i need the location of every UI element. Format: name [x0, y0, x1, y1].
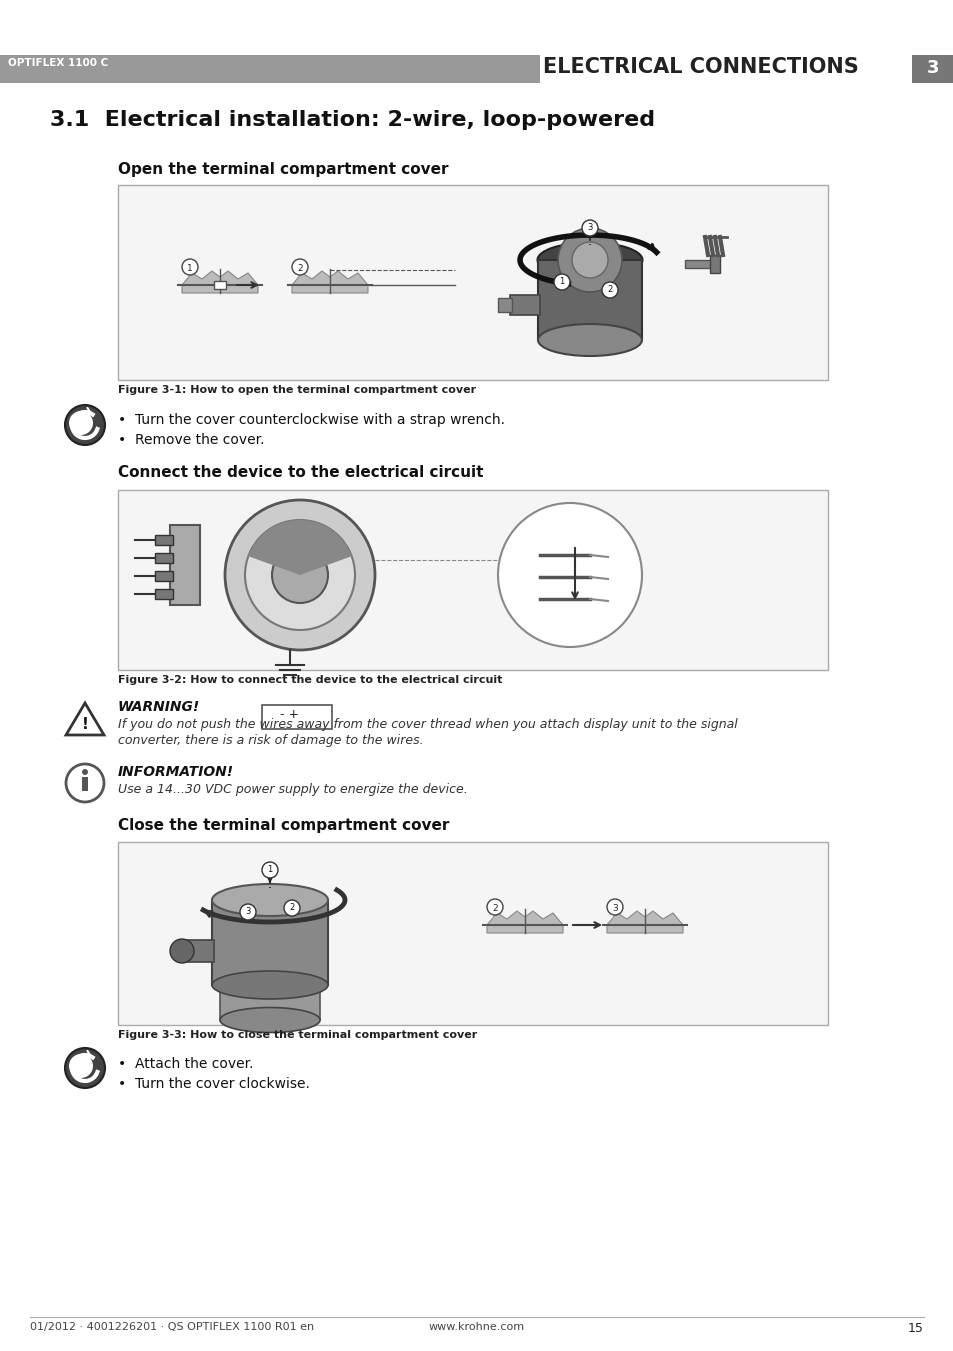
Circle shape	[606, 898, 622, 915]
Bar	[709, 255, 720, 273]
Bar	[212, 900, 328, 985]
Text: WARNING!: WARNING!	[118, 700, 200, 713]
Text: INFORMATION!: INFORMATION!	[118, 765, 233, 780]
Circle shape	[262, 862, 277, 878]
Text: 15: 15	[907, 1323, 923, 1335]
Circle shape	[69, 411, 92, 435]
Bar	[497, 299, 512, 312]
Text: 2: 2	[289, 902, 294, 912]
Bar	[911, 55, 953, 82]
Text: If you do not push the wires away from the cover thread when you attach display : If you do not push the wires away from t…	[118, 717, 737, 731]
Bar	[182, 940, 213, 962]
Text: •  Turn the cover clockwise.: • Turn the cover clockwise.	[118, 1077, 310, 1092]
Ellipse shape	[220, 1008, 319, 1032]
Circle shape	[65, 405, 105, 444]
Circle shape	[581, 220, 598, 236]
Text: Open the terminal compartment cover: Open the terminal compartment cover	[118, 162, 448, 177]
Text: www.krohne.com: www.krohne.com	[429, 1323, 524, 1332]
Text: ELECTRICAL CONNECTIONS: ELECTRICAL CONNECTIONS	[542, 57, 858, 77]
Bar	[220, 985, 319, 1020]
Text: 2: 2	[297, 263, 302, 273]
Ellipse shape	[537, 242, 641, 277]
Bar	[0, 55, 539, 82]
Bar	[684, 259, 714, 267]
Polygon shape	[606, 911, 682, 934]
Circle shape	[82, 769, 88, 775]
Text: converter, there is a risk of damage to the wires.: converter, there is a risk of damage to …	[118, 734, 423, 747]
Bar	[170, 526, 200, 605]
Bar	[213, 281, 226, 289]
Bar	[82, 777, 88, 790]
Text: 3.1  Electrical installation: 2-wire, loop-powered: 3.1 Electrical installation: 2-wire, loo…	[50, 109, 655, 130]
Circle shape	[486, 898, 502, 915]
Circle shape	[558, 228, 621, 292]
Circle shape	[292, 259, 308, 276]
Polygon shape	[182, 272, 257, 293]
Circle shape	[240, 904, 255, 920]
Text: Figure 3-2: How to connect the device to the electrical circuit: Figure 3-2: How to connect the device to…	[118, 676, 502, 685]
Text: Use a 14...30 VDC power supply to energize the device.: Use a 14...30 VDC power supply to energi…	[118, 784, 467, 796]
Text: Connect the device to the electrical circuit: Connect the device to the electrical cir…	[118, 465, 483, 480]
Text: 2: 2	[492, 904, 497, 913]
Text: 1: 1	[558, 277, 564, 286]
Circle shape	[272, 547, 328, 603]
Text: Figure 3-3: How to close the terminal compartment cover: Figure 3-3: How to close the terminal co…	[118, 1029, 476, 1040]
Circle shape	[66, 765, 104, 802]
Circle shape	[245, 520, 355, 630]
Bar	[154, 589, 172, 598]
Circle shape	[65, 1048, 105, 1088]
Text: 3: 3	[245, 907, 251, 916]
Text: 1: 1	[267, 865, 273, 874]
Bar	[154, 535, 172, 544]
Circle shape	[572, 242, 607, 278]
Circle shape	[554, 274, 569, 290]
Bar	[118, 490, 827, 670]
Bar	[118, 185, 827, 380]
Ellipse shape	[212, 884, 328, 916]
Polygon shape	[486, 911, 562, 934]
Text: Close the terminal compartment cover: Close the terminal compartment cover	[118, 817, 449, 834]
Text: - +: - +	[280, 708, 299, 721]
Ellipse shape	[537, 324, 641, 357]
Text: 2: 2	[607, 285, 612, 295]
Circle shape	[225, 500, 375, 650]
Polygon shape	[66, 703, 104, 735]
Text: OPTIFLEX 1100 C: OPTIFLEX 1100 C	[8, 58, 108, 68]
Ellipse shape	[212, 971, 328, 998]
Polygon shape	[537, 259, 641, 340]
Text: 3: 3	[925, 59, 939, 77]
Text: •  Turn the cover counterclockwise with a strap wrench.: • Turn the cover counterclockwise with a…	[118, 413, 504, 427]
Text: 01/2012 · 4001226201 · QS OPTIFLEX 1100 R01 en: 01/2012 · 4001226201 · QS OPTIFLEX 1100 …	[30, 1323, 314, 1332]
Circle shape	[170, 939, 193, 963]
Text: •  Attach the cover.: • Attach the cover.	[118, 1056, 253, 1071]
Text: 1: 1	[187, 263, 193, 273]
Text: !: !	[81, 717, 89, 732]
Bar	[154, 571, 172, 581]
Text: •  Remove the cover.: • Remove the cover.	[118, 434, 264, 447]
Circle shape	[69, 1054, 92, 1078]
Bar	[262, 705, 332, 730]
Circle shape	[284, 900, 299, 916]
Bar	[118, 842, 827, 1025]
Text: 3: 3	[612, 904, 618, 913]
Circle shape	[182, 259, 198, 276]
Bar	[154, 553, 172, 563]
Circle shape	[497, 503, 641, 647]
Circle shape	[601, 282, 618, 299]
Text: 3: 3	[587, 223, 592, 232]
Polygon shape	[292, 272, 368, 293]
Bar	[510, 295, 539, 315]
Text: Figure 3-1: How to open the terminal compartment cover: Figure 3-1: How to open the terminal com…	[118, 385, 476, 394]
Wedge shape	[248, 520, 352, 576]
